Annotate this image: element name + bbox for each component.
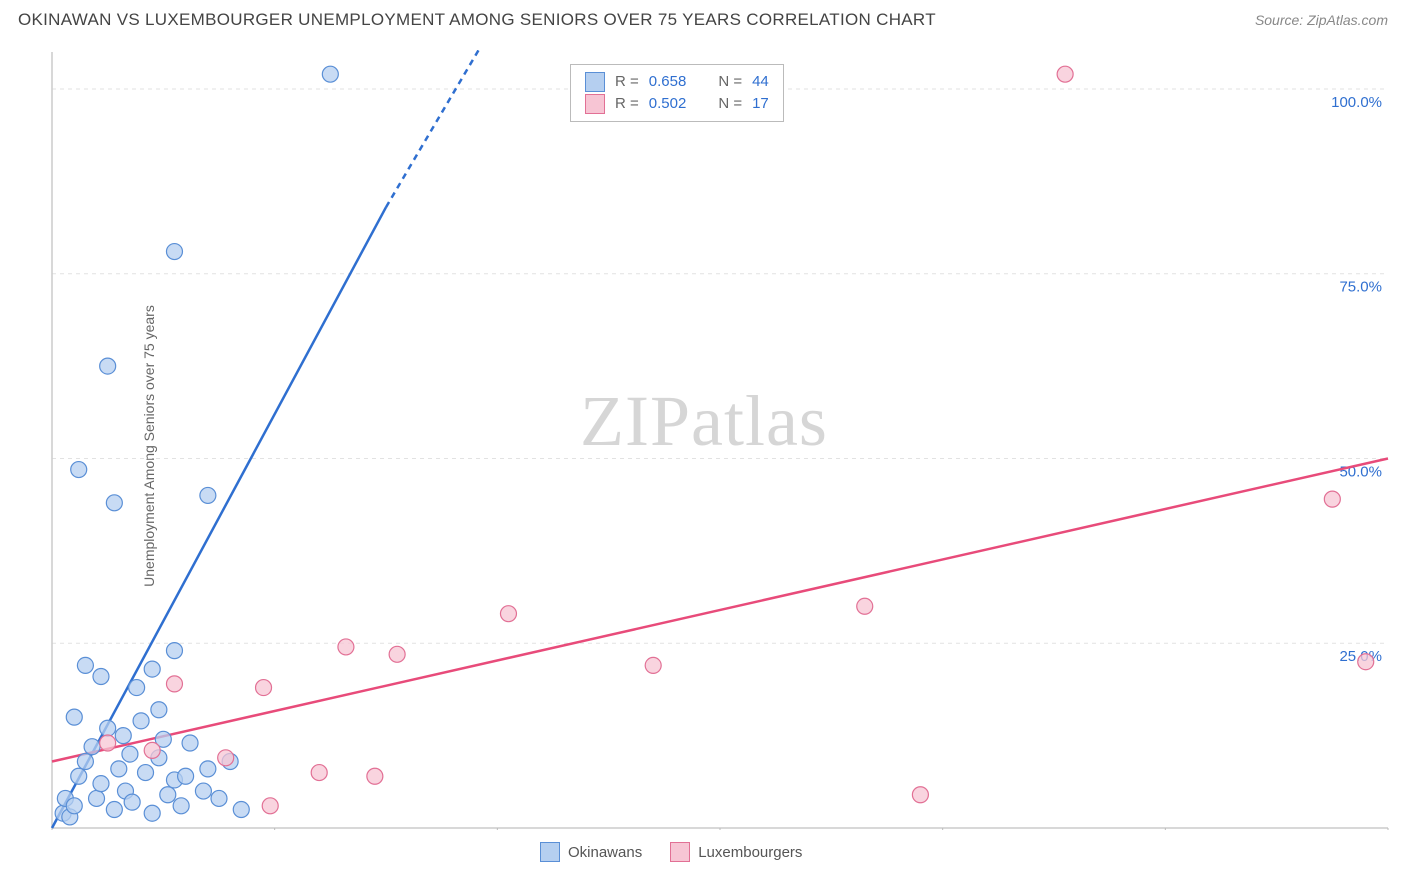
legend-label: Luxembourgers <box>698 844 802 861</box>
y-tick-label: 50.0% <box>1339 463 1382 480</box>
source-name: ZipAtlas.com <box>1307 12 1388 28</box>
stats-row: R = 0.502 N = 17 <box>585 93 769 115</box>
n-value: 17 <box>752 93 769 115</box>
r-label: R = <box>615 71 639 93</box>
n-value: 44 <box>752 71 769 93</box>
swatch-icon <box>585 94 605 114</box>
series-legend: Okinawans Luxembourgers <box>540 842 802 862</box>
swatch-icon <box>585 72 605 92</box>
r-value: 0.658 <box>649 71 687 93</box>
y-tick-label: 75.0% <box>1339 279 1382 296</box>
swatch-icon <box>670 842 690 862</box>
y-tick-label: 100.0% <box>1331 94 1382 111</box>
n-label: N = <box>718 93 742 115</box>
swatch-icon <box>540 842 560 862</box>
chart-header: OKINAWAN VS LUXEMBOURGER UNEMPLOYMENT AM… <box>18 10 1388 30</box>
legend-label: Okinawans <box>568 844 642 861</box>
legend-item: Luxembourgers <box>670 842 802 862</box>
chart-area: 25.0%50.0%75.0%100.0%0.0%6.0% ZIPatlas R… <box>50 50 1390 850</box>
source-prefix: Source: <box>1255 12 1307 28</box>
stats-row: R = 0.658 N = 44 <box>585 71 769 93</box>
chart-source: Source: ZipAtlas.com <box>1255 12 1388 28</box>
r-label: R = <box>615 93 639 115</box>
scatter-plot: 25.0%50.0%75.0%100.0%0.0%6.0% <box>50 50 1390 830</box>
legend-item: Okinawans <box>540 842 642 862</box>
r-value: 0.502 <box>649 93 687 115</box>
stats-legend-box: R = 0.658 N = 44 R = 0.502 N = 17 <box>570 64 784 122</box>
n-label: N = <box>718 71 742 93</box>
chart-title: OKINAWAN VS LUXEMBOURGER UNEMPLOYMENT AM… <box>18 10 936 30</box>
